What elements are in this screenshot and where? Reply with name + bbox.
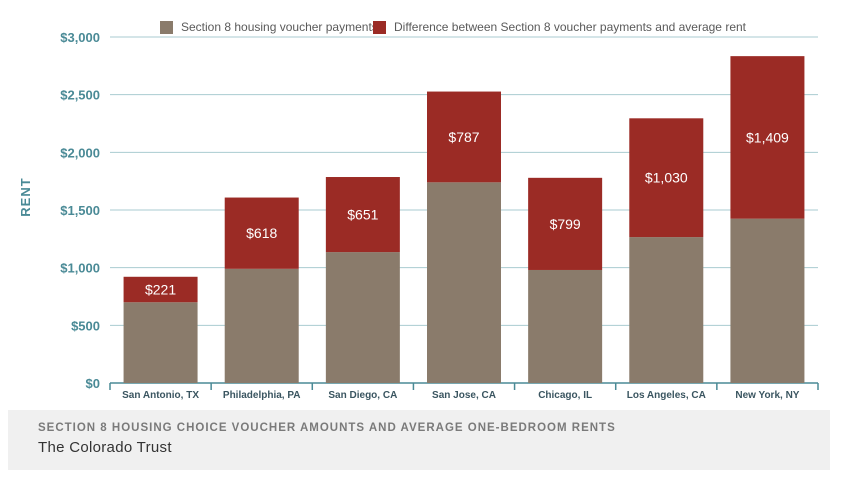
y-axis-label: RENT <box>18 177 33 216</box>
caption-title: Section 8 Housing Choice Voucher Amounts… <box>38 422 616 434</box>
bar-difference-segment <box>123 276 198 303</box>
bar-voucher-segment <box>629 237 704 383</box>
x-tick-label: San Diego, CA <box>328 390 397 401</box>
y-tick-label: $3,000 <box>60 30 100 45</box>
bar-data-label: $651 <box>347 207 378 223</box>
bar-voucher-segment <box>427 182 501 383</box>
bar-data-label: $787 <box>448 129 479 145</box>
bar-difference-segment <box>730 56 805 219</box>
x-tick-label: New York, NY <box>735 390 799 401</box>
legend-label-voucher: Section 8 housing voucher payments <box>181 20 378 34</box>
bar-data-label: $1,409 <box>746 129 789 145</box>
bar-voucher-segment <box>730 218 805 383</box>
bar-data-label: $1,030 <box>645 170 688 186</box>
chart-caption: Section 8 Housing Choice Voucher Amounts… <box>8 410 830 470</box>
legend-swatch-difference <box>373 20 386 34</box>
chart-legend: Section 8 housing voucher payments Diffe… <box>0 20 843 38</box>
bar-difference-segment <box>325 177 400 253</box>
bar-difference-segment <box>224 197 299 269</box>
y-tick-label: $1,500 <box>60 203 100 218</box>
x-tick-label: San Antonio, TX <box>122 390 199 401</box>
bar-voucher-segment <box>224 268 299 383</box>
y-tick-label: $500 <box>71 318 100 333</box>
bar-difference-segment <box>629 118 704 238</box>
bar-data-label: $618 <box>246 225 277 241</box>
x-tick-label: Los Angeles, CA <box>627 390 706 401</box>
y-tick-label: $0 <box>86 376 100 391</box>
y-tick-label: $1,000 <box>60 261 100 276</box>
bar-voucher-segment <box>123 302 198 383</box>
x-tick-label: Chicago, IL <box>538 390 592 401</box>
stacked-bar-chart: $0 $500 $1,000 $1,500 $2,000 $2,500 $3,000 RENT… <box>18 30 819 401</box>
bar-difference-segment <box>427 91 501 183</box>
legend-label-difference: Difference between Section 8 voucher pay… <box>394 20 746 34</box>
bar-data-label: $221 <box>145 282 176 298</box>
legend-item-difference: Difference between Section 8 voucher pay… <box>373 20 746 34</box>
bar-data-label: $799 <box>550 216 581 232</box>
legend-item-voucher: Section 8 housing voucher payments <box>160 20 378 34</box>
legend-swatch-voucher <box>160 20 173 34</box>
x-tick-label: Philadelphia, PA <box>223 390 301 401</box>
y-tick-label: $2,000 <box>60 145 100 160</box>
caption-source: The Colorado Trust <box>38 439 172 456</box>
y-tick-label: $2,500 <box>60 88 100 103</box>
bar-voucher-segment <box>325 252 400 383</box>
bar-voucher-segment <box>528 269 603 383</box>
x-tick-label: San Jose, CA <box>432 390 496 401</box>
bar-difference-segment <box>528 177 603 270</box>
